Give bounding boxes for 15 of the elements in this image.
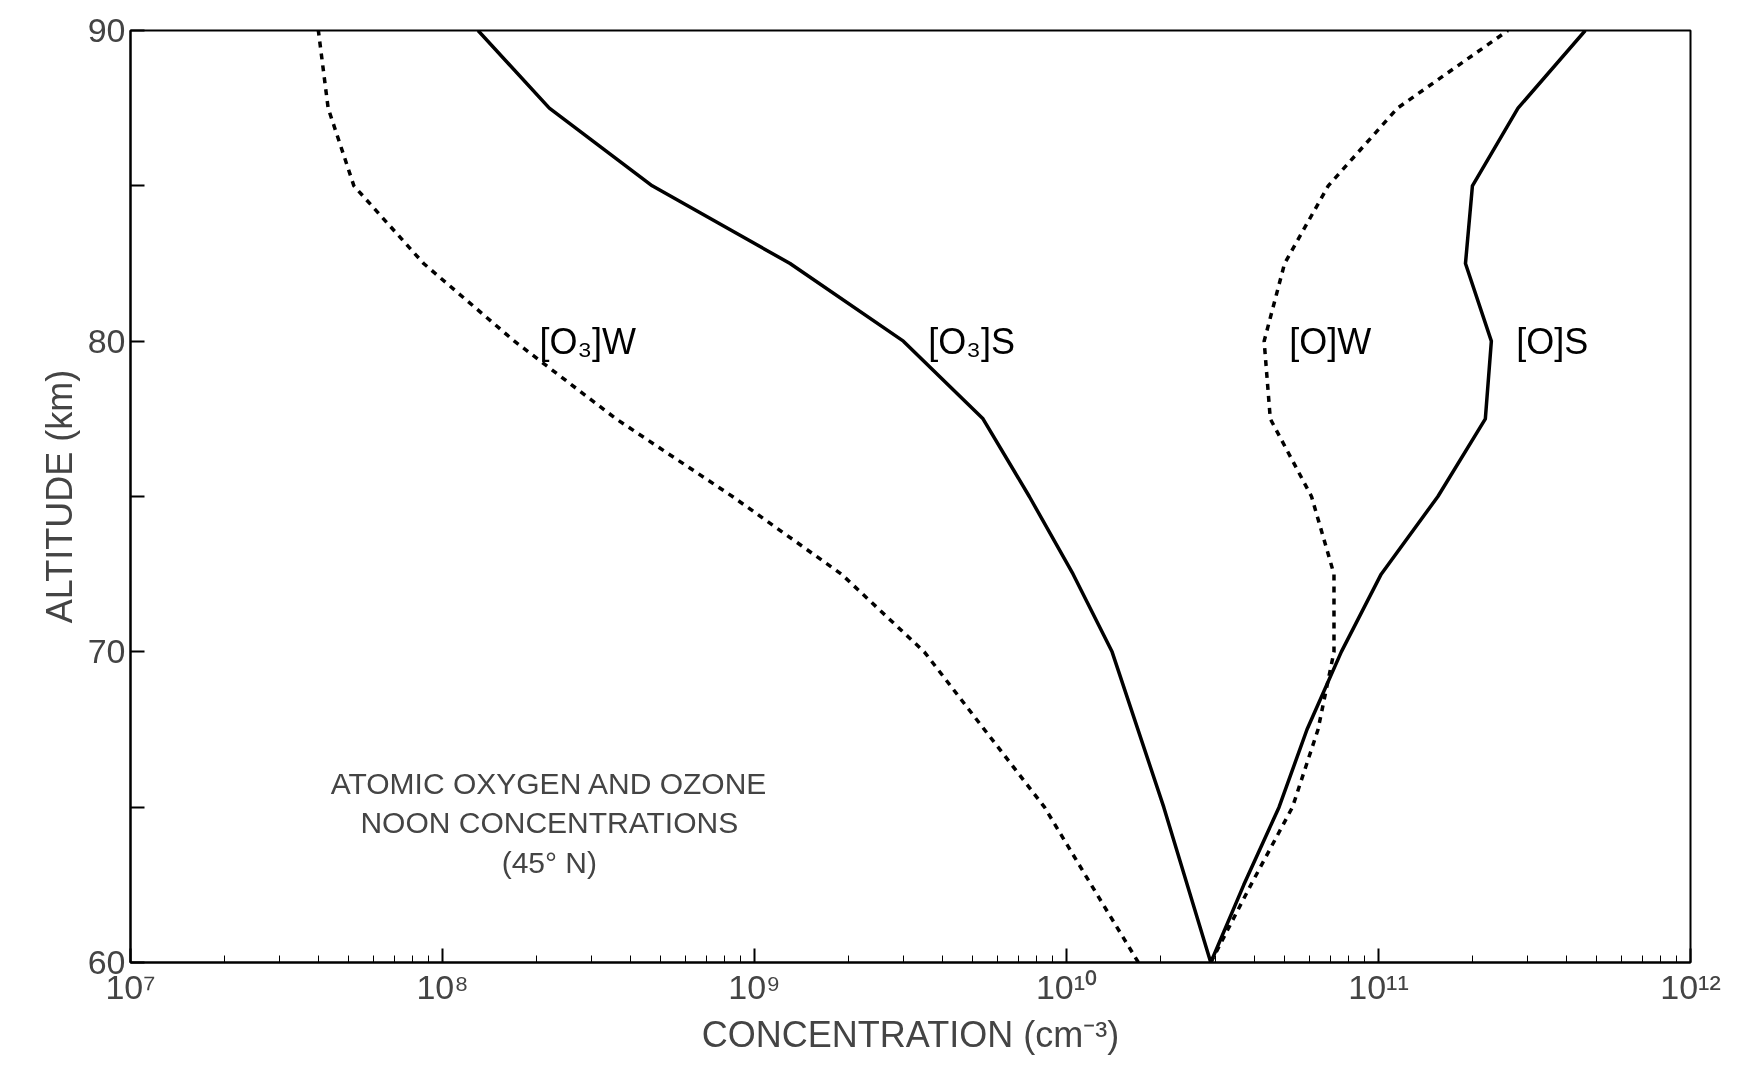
y-tick-label: 90 [87,11,126,49]
y-tick-label: 70 [87,632,126,671]
series-label: [O₃]W [539,320,637,362]
series-label: [O₃]S [928,320,1016,362]
x-tick-label: 10¹¹ [1348,967,1409,1006]
y-axis-title: ALTITUDE (km) [38,369,80,624]
y-tick-label: 80 [87,321,126,360]
x-tick-label: 10⁹ [728,967,781,1006]
series-label: [O]S [1516,320,1589,362]
x-tick-label: 10¹⁰ [1035,967,1098,1006]
annotation: ATOMIC OXYGEN AND OZONE NOON CONCENTRATIONS (45° N) [330,766,767,879]
x-tick-label: 10¹² [1660,967,1721,1006]
x-axis-title: CONCENTRATION (cm⁻³) [701,1013,1120,1055]
series-label: [O]W [1289,320,1372,362]
x-tick-label: 10⁸ [416,967,469,1006]
